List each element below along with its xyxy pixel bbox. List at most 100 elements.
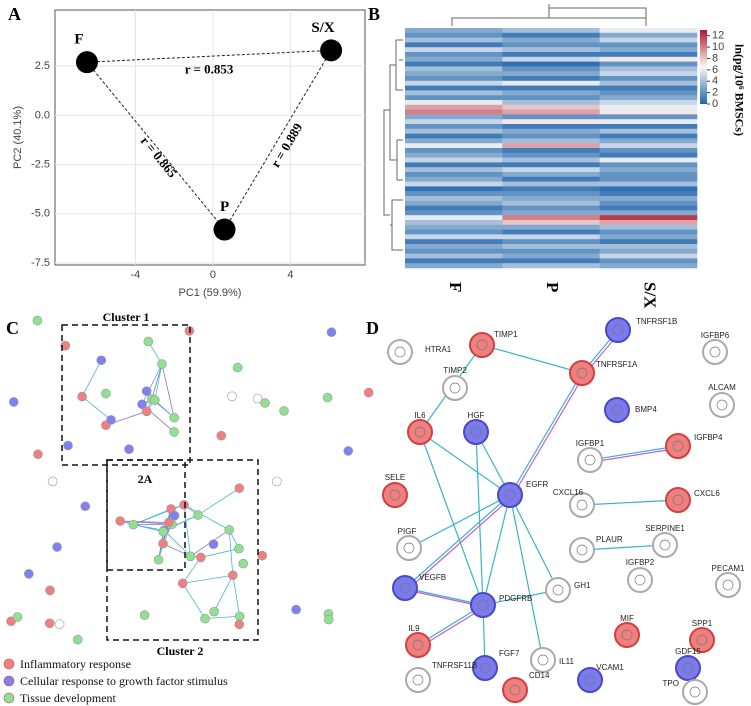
- heatmap-cell: [599, 143, 698, 149]
- node: [392, 575, 418, 601]
- node-inner: [634, 574, 646, 586]
- node-inner: [576, 499, 588, 511]
- heatmap-cell: [599, 100, 698, 106]
- node: [47, 476, 58, 487]
- node: [665, 487, 691, 513]
- node: [363, 387, 374, 398]
- edge: [81, 396, 112, 421]
- heatmap-cell: [502, 124, 600, 130]
- heatmap-cell: [599, 61, 698, 67]
- node: [158, 538, 168, 549]
- node: [234, 543, 244, 554]
- heatmap-cell: [405, 52, 503, 58]
- edge: [581, 544, 666, 551]
- legend-swatch: [3, 658, 15, 670]
- node: [472, 655, 498, 681]
- edge: [151, 363, 163, 400]
- heatmap-cell: [405, 128, 503, 134]
- node: [260, 398, 270, 408]
- heatmap-cell: [405, 167, 503, 173]
- heatmap-cell: [405, 85, 503, 91]
- edge: [154, 363, 163, 401]
- edge: [162, 543, 191, 557]
- node-label: GH1: [574, 581, 591, 590]
- heatmap-cell: [502, 167, 600, 173]
- heatmap-cell: [599, 239, 698, 245]
- connector: [86, 49, 332, 63]
- edge: [419, 431, 484, 606]
- node: [545, 577, 571, 603]
- node-label: IL11: [559, 657, 575, 666]
- edge: [482, 494, 511, 606]
- heatmap-cell: [405, 205, 503, 211]
- node-label: IGFBP2: [626, 558, 655, 567]
- heatmap-cell: [502, 205, 600, 211]
- colorbar-tick-label: 8: [712, 52, 718, 64]
- node: [54, 619, 65, 630]
- node: [257, 550, 268, 561]
- heatmap-cell: [502, 148, 600, 154]
- node-label: BMP4: [635, 405, 657, 414]
- heatmap-cell: [405, 186, 503, 192]
- node: [279, 406, 289, 416]
- node: [396, 535, 422, 561]
- row-dendrogram: [383, 39, 403, 251]
- column-label: S/X: [640, 282, 659, 309]
- heatmap-cell: [405, 61, 503, 67]
- node: [497, 482, 523, 508]
- heatmap-cell: [405, 172, 503, 178]
- heatmap-cell: [502, 104, 600, 110]
- node-inner: [389, 489, 401, 501]
- heatmap-cell: [405, 80, 503, 86]
- node: [33, 449, 43, 460]
- heatmap-cell: [405, 176, 503, 182]
- node: [605, 317, 631, 343]
- node: [502, 677, 528, 703]
- heatmap-cell: [405, 90, 503, 96]
- heatmap-cell: [502, 172, 600, 178]
- node-label: TNFRSF1B: [636, 317, 677, 326]
- node: [627, 567, 653, 593]
- cluster-label: 2A: [138, 472, 153, 486]
- heatmap-cell: [599, 181, 698, 187]
- node-label: IGFBP4: [694, 433, 723, 442]
- heatmap-cell: [405, 263, 503, 269]
- heatmap-cell: [405, 143, 503, 149]
- heatmap-cell: [599, 28, 698, 34]
- x-tick-label: -4: [131, 269, 141, 281]
- node-inner: [576, 367, 588, 379]
- node: [128, 519, 139, 530]
- colorbar-tick-label: 12: [712, 30, 724, 42]
- node: [101, 388, 111, 399]
- node: [106, 415, 116, 425]
- heatmap-cell: [405, 239, 503, 245]
- node-label: PDGFRB: [499, 594, 532, 603]
- heatmap-cell: [405, 37, 503, 43]
- heatmap-cell: [599, 47, 698, 53]
- node: [682, 679, 708, 705]
- connector: [86, 61, 225, 230]
- heatmap-cell: [599, 176, 698, 182]
- legend-text: Cellular response to growth factor stimu…: [20, 674, 228, 688]
- heatmap-cell: [405, 152, 503, 158]
- node-label: HGF: [468, 411, 485, 420]
- heatmap-cell: [502, 162, 600, 168]
- node-label: SPP1: [692, 619, 713, 628]
- heatmap-cell: [502, 47, 600, 53]
- node: [179, 500, 189, 510]
- node: [72, 634, 83, 645]
- node: [60, 340, 71, 351]
- cluster-box: [106, 459, 186, 571]
- heatmap-cell: [405, 253, 503, 259]
- node: [569, 492, 595, 518]
- heatmap-cell: [502, 220, 600, 226]
- node: [470, 592, 496, 618]
- heatmap-cell: [405, 234, 503, 240]
- heatmap-cell: [502, 186, 600, 192]
- heatmap-cell: [502, 71, 600, 77]
- edge: [162, 514, 199, 532]
- plot-frame: [54, 9, 366, 266]
- annotation: r = 0.853: [185, 61, 234, 76]
- edge: [589, 445, 679, 461]
- edge: [183, 504, 230, 531]
